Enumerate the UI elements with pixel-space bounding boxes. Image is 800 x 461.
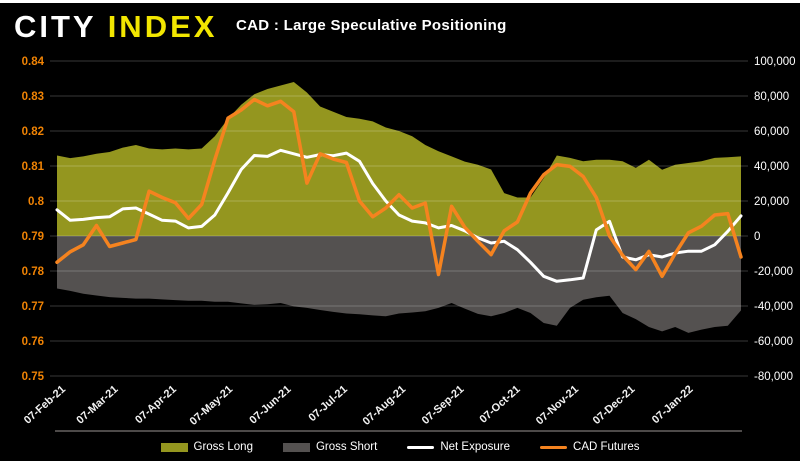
legend-label: Gross Long bbox=[193, 441, 253, 453]
left-axis-tick: 0.82 bbox=[22, 126, 44, 138]
left-axis-tick: 0.79 bbox=[22, 231, 44, 243]
left-axis-tick: 0.84 bbox=[22, 56, 45, 68]
legend-item-gross-long: Gross Long bbox=[160, 441, 253, 453]
chart-areas bbox=[57, 82, 741, 333]
right-axis-tick: -60,000 bbox=[754, 336, 793, 348]
right-axis-tick: -40,000 bbox=[754, 301, 793, 313]
x-axis-tick: 07-May-21 bbox=[188, 383, 236, 428]
legend-item-net-exposure: Net Exposure bbox=[407, 441, 510, 453]
right-axis-tick: 20,000 bbox=[754, 196, 789, 208]
left-axis-tick: 0.81 bbox=[22, 161, 45, 173]
left-axis-tick: 0.75 bbox=[22, 371, 45, 383]
right-axis-tick: -20,000 bbox=[754, 266, 793, 278]
gross-short-area bbox=[57, 236, 741, 333]
x-axis-tick: 07-Nov-21 bbox=[534, 383, 581, 427]
right-axis-tick: 40,000 bbox=[754, 161, 789, 173]
left-axis-tick: 0.8 bbox=[28, 196, 45, 208]
x-axis-tick: 07-Jul-21 bbox=[306, 383, 349, 424]
x-axis-tick: 07-Sep-21 bbox=[420, 383, 467, 427]
left-axis-labels: 0.84 0.83 0.82 0.81 0.8 0.79 0.78 0.77 0.76 0.75 bbox=[22, 56, 45, 383]
logo-city-text: CITY bbox=[14, 9, 97, 44]
legend-item-gross-short: Gross Short bbox=[282, 441, 378, 453]
cad-futures-line bbox=[55, 97, 743, 279]
x-axis-tick: 07-Jan-22 bbox=[650, 383, 696, 426]
gridlines bbox=[50, 60, 748, 377]
right-axis-tick: -80,000 bbox=[754, 371, 793, 383]
cad-futures-swatch-icon bbox=[540, 445, 568, 449]
x-axis-tick: 07-Dec-21 bbox=[591, 383, 638, 427]
legend-item-cad-futures: CAD Futures bbox=[540, 441, 639, 453]
legend-label: CAD Futures bbox=[573, 441, 640, 453]
legend-label: Gross Short bbox=[315, 441, 378, 453]
gross-long-swatch-icon bbox=[160, 442, 188, 452]
right-axis-tick: 100,000 bbox=[754, 56, 796, 68]
left-axis-tick: 0.78 bbox=[22, 266, 45, 278]
left-axis-tick: 0.77 bbox=[22, 301, 44, 313]
right-axis-tick: 80,000 bbox=[754, 91, 789, 103]
right-axis-tick: 0 bbox=[754, 231, 760, 243]
x-axis-tick: 07-Apr-21 bbox=[133, 383, 179, 426]
gross-short-swatch-icon bbox=[282, 442, 310, 452]
chart-legend: Gross Long Gross Short Net Exposure CAD … bbox=[0, 435, 800, 459]
chart-title: CAD : Large Speculative Positioning bbox=[236, 17, 507, 34]
x-axis-tick: 07-Jun-21 bbox=[247, 383, 293, 426]
legend-label: Net Exposure bbox=[440, 441, 511, 453]
logo-index-text: INDEX bbox=[107, 9, 218, 44]
x-axis-tick: 07-Mar-21 bbox=[74, 383, 120, 426]
x-axis-tick: 07-Aug-21 bbox=[361, 383, 409, 428]
x-axis-tick: 07-Feb-21 bbox=[22, 383, 68, 426]
positioning-chart: 0.84 0.83 0.82 0.81 0.8 0.79 0.78 0.77 0.76 0.75 1… bbox=[22, 56, 796, 432]
left-axis-tick: 0.76 bbox=[22, 336, 44, 348]
x-axis-labels: 07-Feb-21 07-Mar-21 07-Apr-21 07-May-21 07-J… bbox=[22, 383, 696, 428]
x-axis-tick: 07-Oct-21 bbox=[477, 383, 522, 425]
left-axis-tick: 0.83 bbox=[22, 91, 44, 103]
city-index-logo: CITY INDEX bbox=[14, 10, 217, 44]
right-axis-labels: 100,000 80,000 60,000 40,000 20,000 0 -20,000 -… bbox=[754, 56, 796, 383]
net-exposure-swatch-icon bbox=[407, 445, 435, 449]
right-axis-tick: 60,000 bbox=[754, 126, 789, 138]
